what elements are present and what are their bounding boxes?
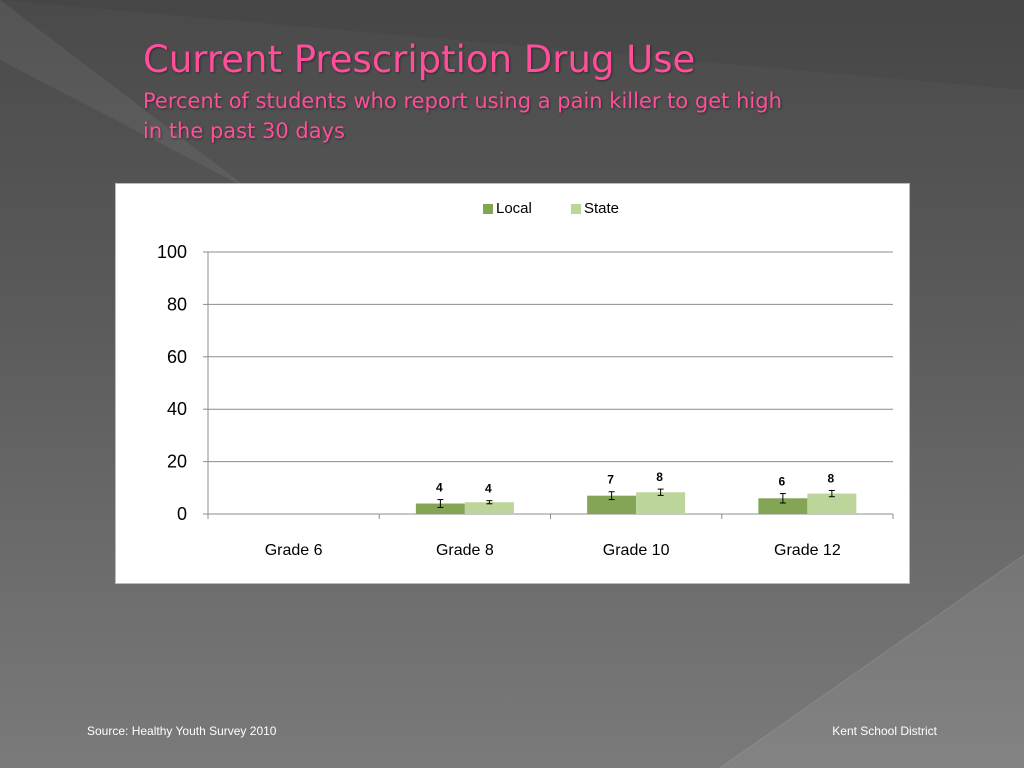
y-tick-label: 40 — [167, 399, 187, 419]
x-tick-label: Grade 12 — [774, 542, 841, 559]
bar-chart: 0 20 40 60 80 100 Grade 6 Grade 8 Grade 10 Grade … — [157, 200, 894, 559]
bar-local — [758, 498, 808, 514]
y-tick-label: 100 — [157, 242, 187, 262]
y-tick-label: 80 — [167, 294, 187, 314]
organization-name: Kent School District — [832, 724, 937, 738]
data-label: 8 — [828, 471, 835, 485]
y-tick-label: 0 — [177, 504, 187, 524]
data-label: 4 — [485, 482, 492, 496]
bar-local — [587, 495, 637, 514]
legend-label: Local — [496, 200, 532, 217]
y-tick-label: 60 — [167, 347, 187, 367]
data-label: 8 — [656, 470, 663, 484]
y-tick-label: 20 — [167, 452, 187, 472]
x-tick-label: Grade 6 — [265, 542, 323, 559]
x-tick-label: Grade 8 — [436, 542, 494, 559]
slide-title: Current Prescription Drug Use — [143, 38, 696, 81]
bar-state — [807, 493, 857, 514]
data-label: 4 — [436, 481, 443, 495]
x-tick-label: Grade 10 — [603, 542, 670, 559]
bar-local — [415, 503, 465, 514]
data-label: 7 — [607, 473, 614, 487]
bar-state — [464, 502, 514, 514]
legend-swatch-state — [571, 204, 581, 214]
legend-swatch-local — [483, 204, 493, 214]
data-label: 6 — [779, 475, 786, 489]
legend-label: State — [584, 200, 619, 217]
chart-panel: 0 20 40 60 80 100 Grade 6 Grade 8 Grade 10 Grade … — [115, 183, 910, 584]
source-note: Source: Healthy Youth Survey 2010 — [87, 724, 277, 738]
slide-subtitle: Percent of students who report using a p… — [143, 89, 782, 143]
bar-state — [636, 492, 686, 514]
